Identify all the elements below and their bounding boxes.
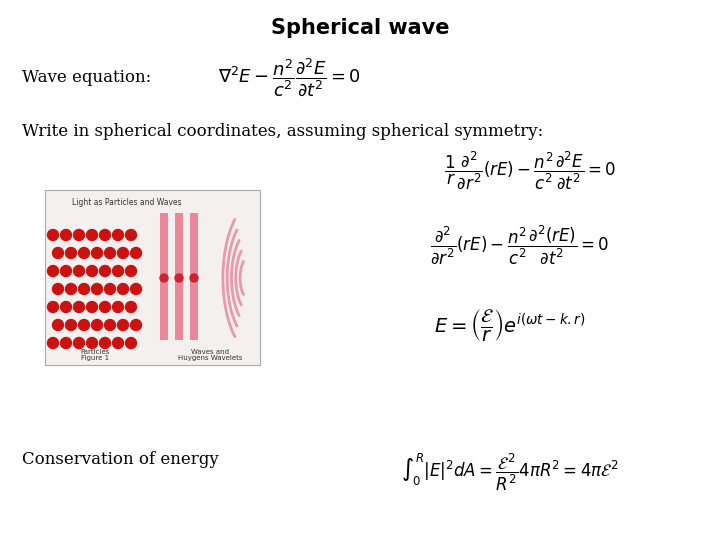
Circle shape (86, 338, 97, 348)
Circle shape (125, 266, 137, 276)
Circle shape (112, 266, 124, 276)
Circle shape (160, 274, 168, 282)
Circle shape (112, 338, 124, 348)
Circle shape (91, 320, 102, 330)
Circle shape (78, 320, 89, 330)
Circle shape (48, 230, 58, 240)
Text: Waves and: Waves and (191, 349, 229, 355)
Circle shape (78, 247, 89, 259)
Circle shape (48, 338, 58, 348)
Circle shape (125, 301, 137, 313)
Circle shape (86, 266, 97, 276)
Text: Huygens Wavelets: Huygens Wavelets (178, 355, 242, 361)
Circle shape (48, 301, 58, 313)
Circle shape (73, 338, 84, 348)
Circle shape (117, 284, 128, 294)
Circle shape (73, 301, 84, 313)
Circle shape (104, 247, 115, 259)
Circle shape (60, 338, 71, 348)
FancyBboxPatch shape (190, 213, 198, 340)
Text: Particles: Particles (81, 349, 109, 355)
Circle shape (66, 320, 76, 330)
Text: Figure 1: Figure 1 (81, 355, 109, 361)
Circle shape (66, 247, 76, 259)
Text: $\dfrac{\partial^2}{\partial r^2}(rE) - \dfrac{n^2}{c^2}\dfrac{\partial^2 (rE)}{: $\dfrac{\partial^2}{\partial r^2}(rE) - … (431, 224, 610, 266)
Circle shape (73, 230, 84, 240)
Text: Light as Particles and Waves: Light as Particles and Waves (72, 198, 181, 207)
Circle shape (53, 284, 63, 294)
Circle shape (91, 284, 102, 294)
FancyBboxPatch shape (45, 190, 260, 365)
FancyBboxPatch shape (160, 213, 168, 340)
Circle shape (53, 247, 63, 259)
Circle shape (78, 284, 89, 294)
Circle shape (112, 301, 124, 313)
Circle shape (99, 301, 110, 313)
Circle shape (91, 247, 102, 259)
Circle shape (175, 274, 183, 282)
Circle shape (99, 230, 110, 240)
Circle shape (60, 230, 71, 240)
Circle shape (53, 320, 63, 330)
Text: Write in spherical coordinates, assuming spherical symmetry:: Write in spherical coordinates, assuming… (22, 124, 544, 140)
Text: $\int_0^R |E|^2 dA = \dfrac{\mathcal{E}^2}{R^2}4\pi R^2 = 4\pi\mathcal{E}^2$: $\int_0^R |E|^2 dA = \dfrac{\mathcal{E}^… (401, 451, 618, 492)
Circle shape (48, 266, 58, 276)
Circle shape (190, 274, 198, 282)
Circle shape (86, 230, 97, 240)
Circle shape (117, 247, 128, 259)
Circle shape (66, 284, 76, 294)
Text: $E = \left(\dfrac{\mathcal{E}}{r}\right)e^{i(\omega t - k.r)}$: $E = \left(\dfrac{\mathcal{E}}{r}\right)… (434, 307, 586, 343)
Circle shape (130, 247, 142, 259)
Circle shape (104, 284, 115, 294)
Circle shape (125, 338, 137, 348)
Circle shape (130, 320, 142, 330)
Circle shape (99, 266, 110, 276)
Circle shape (112, 230, 124, 240)
Circle shape (125, 230, 137, 240)
Text: $\dfrac{1}{r}\dfrac{\partial^2}{\partial r^2}(rE) - \dfrac{n^2}{c^2}\dfrac{\part: $\dfrac{1}{r}\dfrac{\partial^2}{\partial… (444, 149, 616, 191)
FancyBboxPatch shape (175, 213, 183, 340)
Text: Spherical wave: Spherical wave (271, 18, 449, 38)
Circle shape (117, 320, 128, 330)
Circle shape (73, 266, 84, 276)
Circle shape (99, 338, 110, 348)
Circle shape (60, 301, 71, 313)
Circle shape (60, 266, 71, 276)
Circle shape (104, 320, 115, 330)
Text: $\nabla^2 E - \dfrac{n^2}{c^2}\dfrac{\partial^2 E}{\partial t^2} = 0$: $\nabla^2 E - \dfrac{n^2}{c^2}\dfrac{\pa… (218, 57, 361, 99)
Text: Conservation of energy: Conservation of energy (22, 451, 219, 469)
Circle shape (130, 284, 142, 294)
Text: Wave equation:: Wave equation: (22, 70, 151, 86)
Circle shape (86, 301, 97, 313)
